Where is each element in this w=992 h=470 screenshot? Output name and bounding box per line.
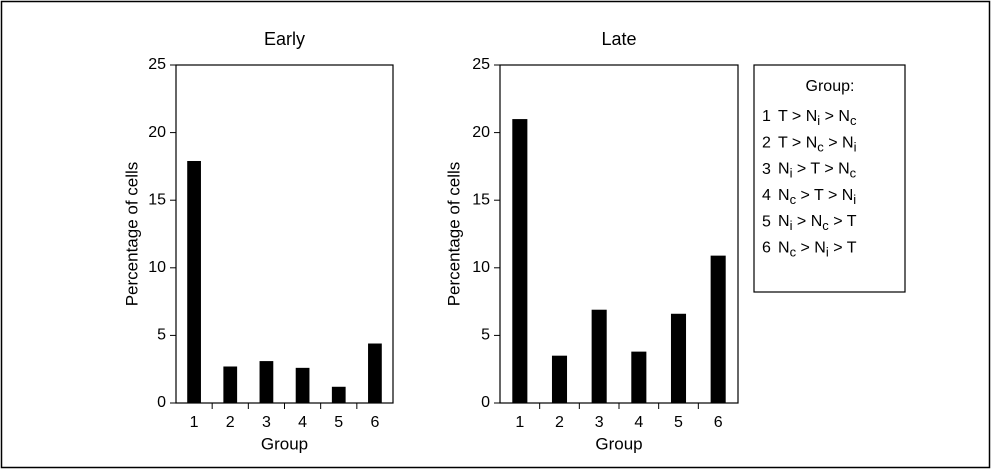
x-tick-label: 4: [634, 414, 643, 431]
bar: [368, 343, 382, 403]
y-tick-label: 5: [157, 327, 166, 344]
legend-number: 1: [762, 108, 771, 125]
legend-subscript: i: [826, 245, 829, 260]
legend-label: Nc > Ni > T: [778, 240, 857, 260]
y-tick-label: 0: [481, 394, 490, 411]
legend-text: > T: [829, 213, 857, 230]
legend-text: > N: [792, 213, 822, 230]
plot-frame: [175, 64, 394, 404]
y-tick-label: 10: [148, 259, 166, 276]
bar: [223, 366, 238, 403]
legend-text: > T > N: [792, 161, 849, 178]
y-axis-title: Percentage of cells: [444, 162, 463, 307]
bar: [670, 313, 687, 403]
bar: [710, 255, 726, 403]
chart-title: Early: [264, 29, 305, 49]
legend-text: N: [778, 240, 790, 257]
legend-subscript: c: [850, 113, 857, 128]
x-tick-label: 6: [714, 414, 723, 431]
chart-title: Late: [601, 29, 636, 49]
legend-subscript: c: [817, 140, 824, 155]
bar: [295, 367, 310, 403]
legend-number: 4: [762, 187, 771, 204]
x-tick-label: 6: [370, 414, 379, 431]
legend-subscript: c: [790, 245, 797, 260]
legend-text: > N: [796, 240, 826, 257]
y-tick-label: 15: [148, 191, 166, 208]
y-tick-label: 25: [472, 56, 490, 73]
bar: [331, 386, 346, 403]
legend-box: [753, 64, 906, 293]
legend-subscript: i: [817, 113, 820, 128]
x-tick-label: 3: [262, 414, 271, 431]
bar: [187, 160, 201, 403]
legend-text: T > N: [778, 135, 817, 152]
x-tick-label: 2: [226, 414, 235, 431]
legend-number: 3: [762, 161, 771, 178]
legend-text: > T: [829, 240, 857, 257]
legend-label: Ni > Nc > T: [778, 213, 857, 233]
bar: [259, 361, 274, 403]
y-axis-title: Percentage of cells: [122, 162, 141, 307]
y-tick-label: 25: [148, 56, 166, 73]
legend-title: Group:: [806, 78, 855, 95]
y-tick-label: 5: [481, 327, 490, 344]
legend-text: > N: [820, 108, 850, 125]
legend-subscript: i: [854, 140, 857, 155]
bar: [591, 309, 607, 403]
y-tick-label: 15: [472, 191, 490, 208]
legend-number: 6: [762, 240, 771, 257]
x-tick-label: 3: [595, 414, 604, 431]
y-tick-label: 0: [157, 394, 166, 411]
y-tick-label: 20: [472, 124, 490, 141]
legend-number: 5: [762, 213, 771, 230]
legend-text: > T > N: [796, 187, 853, 204]
x-tick-label: 1: [515, 414, 524, 431]
legend-subscript: c: [850, 166, 857, 181]
bar: [551, 355, 568, 403]
y-tick-label: 10: [472, 259, 490, 276]
legend-text: N: [778, 213, 790, 230]
legend-text: > N: [824, 135, 854, 152]
x-tick-label: 2: [555, 414, 564, 431]
y-tick-label: 20: [148, 124, 166, 141]
x-tick-label: 5: [334, 414, 343, 431]
legend-label: Nc > T > Ni: [778, 187, 856, 207]
legend-number: 2: [762, 135, 771, 152]
x-axis-title: Group: [595, 434, 642, 453]
legend-label: T > Ni > Nc: [778, 108, 857, 128]
legend-subscript: c: [822, 219, 829, 234]
bar: [512, 119, 528, 403]
legend-label: Ni > T > Nc: [778, 161, 857, 181]
legend-text: N: [778, 187, 790, 204]
legend-subscript: i: [790, 219, 793, 234]
x-tick-label: 5: [674, 414, 683, 431]
x-axis-title: Group: [261, 434, 308, 453]
legend-subscript: i: [853, 192, 856, 207]
legend-subscript: c: [790, 192, 797, 207]
legend-subscript: i: [790, 166, 793, 181]
x-tick-label: 4: [298, 414, 307, 431]
legend-text: T > N: [778, 108, 817, 125]
x-tick-label: 1: [190, 414, 199, 431]
legend-label: T > Nc > Ni: [778, 135, 857, 155]
legend-text: N: [778, 161, 790, 178]
bar: [631, 351, 647, 403]
plot-frame: [499, 64, 739, 404]
